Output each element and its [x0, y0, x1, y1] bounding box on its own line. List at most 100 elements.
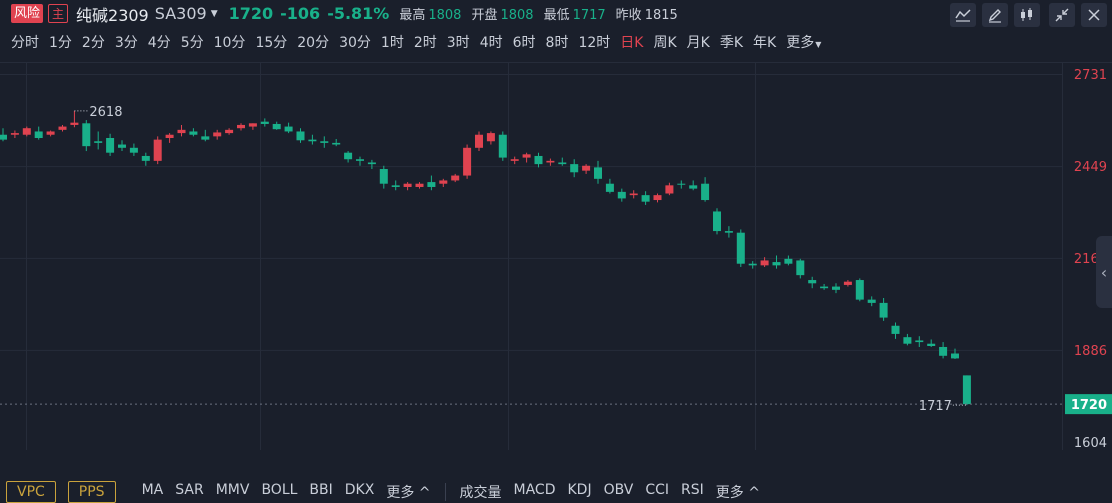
period-tab[interactable]: 4时	[479, 35, 503, 51]
candle-body	[594, 167, 602, 179]
candle-body	[724, 231, 733, 233]
candle-body	[46, 131, 55, 135]
candle-body	[118, 144, 126, 148]
period-tab[interactable]: 1分	[49, 35, 72, 51]
current-price-tag	[1065, 394, 1112, 415]
draw-pen-icon	[988, 9, 1001, 23]
period-tab[interactable]: 4分	[147, 35, 171, 51]
candle-body	[605, 183, 614, 192]
period-tab[interactable]: 季K	[719, 35, 744, 51]
period-tab[interactable]: 年K	[753, 35, 777, 51]
main-indicator-item[interactable]: 更多 ^	[386, 485, 431, 501]
candle-body	[201, 136, 210, 140]
period-tab[interactable]: 5分	[180, 35, 204, 51]
candle-body	[510, 159, 519, 161]
candle-body	[832, 286, 840, 290]
sub-indicator-item[interactable]: CCI	[645, 482, 670, 498]
indicator-pps-button[interactable]: PPS	[67, 481, 116, 503]
candle-body	[272, 123, 281, 130]
candle-body	[653, 195, 662, 201]
candle-body	[82, 123, 91, 147]
period-tab[interactable]: 6时	[512, 35, 536, 51]
main-indicator-item[interactable]: DKX	[344, 482, 375, 498]
y-tick-label: 1886	[1074, 344, 1107, 359]
candle-body	[213, 132, 222, 137]
y-tick-label: 1604	[1074, 436, 1107, 450]
period-tab[interactable]: 30分	[339, 35, 371, 51]
period-tab[interactable]: 2分	[81, 35, 105, 51]
main-indicator-item[interactable]: MA	[141, 482, 164, 498]
close-button[interactable]	[1081, 3, 1107, 27]
line-chart-button[interactable]	[950, 3, 976, 27]
stat-low-value: 1717	[572, 8, 606, 23]
sub-indicator-list: 成交量 MACD KDJ OBV CCI RSI 更多 ^	[460, 482, 772, 502]
candle-body	[451, 175, 460, 181]
candle-body	[141, 155, 150, 161]
draw-tool-button[interactable]	[982, 3, 1008, 27]
candle-body	[534, 155, 543, 165]
period-tab[interactable]: 2时	[413, 35, 437, 51]
candle-body	[701, 183, 710, 201]
candle-body	[915, 340, 924, 343]
period-tab[interactable]: 1时	[380, 35, 404, 51]
period-tab[interactable]: 日K	[620, 35, 644, 51]
divider	[444, 483, 446, 501]
sub-indicator-item[interactable]: MACD	[513, 482, 556, 498]
candle-body	[439, 180, 448, 184]
candle-body	[820, 286, 829, 289]
period-tab[interactable]: 分时	[11, 35, 39, 51]
contract-selector[interactable]: SA309 ▼	[155, 4, 218, 23]
candle-body	[855, 280, 864, 300]
price-change: -106	[280, 4, 321, 23]
main-indicator-item[interactable]: SAR	[175, 482, 204, 498]
collapse-button[interactable]	[1049, 3, 1075, 27]
sub-indicator-item[interactable]: KDJ	[567, 482, 592, 498]
candle-body	[106, 138, 115, 153]
candle-body	[475, 134, 483, 148]
candle-body	[367, 162, 376, 165]
candle-body	[129, 147, 138, 153]
period-tab[interactable]: 3分	[114, 35, 138, 51]
candle-body	[308, 139, 317, 142]
candle-body	[498, 134, 507, 158]
candle-body	[22, 128, 31, 135]
sub-indicator-item[interactable]: OBV	[603, 482, 634, 498]
indicator-vpc-button[interactable]: VPC	[6, 481, 56, 503]
candle-body	[808, 280, 817, 284]
candle-body	[641, 195, 650, 202]
period-tab[interactable]: 12时	[578, 35, 611, 51]
candle-body	[903, 337, 912, 344]
period-tab[interactable]: 周K	[653, 35, 677, 51]
sub-indicator-item[interactable]: RSI	[681, 482, 704, 498]
period-tab[interactable]: 月K	[686, 35, 710, 51]
period-tab[interactable]: 3时	[446, 35, 470, 51]
candle-body	[332, 142, 341, 145]
candle-body	[165, 134, 174, 138]
main-indicator-item[interactable]: BOLL	[261, 482, 298, 498]
high-marker-label: 2618	[89, 105, 122, 120]
period-tab[interactable]: 更多▼	[786, 35, 822, 51]
sub-indicator-item[interactable]: 成交量	[459, 485, 502, 501]
period-tab[interactable]: 20分	[297, 35, 330, 51]
period-tab[interactable]: 10分	[213, 35, 246, 51]
sub-indicator-item[interactable]: 更多 ^	[715, 485, 760, 501]
candle-body	[70, 122, 79, 125]
main-indicator-item[interactable]: MMV	[215, 482, 250, 498]
candle-body	[939, 346, 948, 356]
candle-body	[546, 160, 555, 163]
stat-high-value: 1808	[428, 8, 462, 23]
candle-body	[570, 164, 579, 173]
close-icon	[1088, 9, 1100, 21]
candle-body	[867, 299, 876, 303]
kline-chart[interactable]: 273124492168188616042023-02-022023-03-06…	[0, 62, 1112, 474]
main-indicator-item[interactable]: BBI	[309, 482, 333, 498]
side-panel-toggle[interactable]: ‹	[1096, 236, 1112, 308]
period-tab[interactable]: 8时	[545, 35, 569, 51]
candle-body	[177, 129, 186, 134]
y-tick-label: 2449	[1074, 160, 1107, 175]
candlestick-button[interactable]	[1014, 3, 1040, 27]
contract-name: 纯碱2309	[76, 5, 149, 25]
candle-body	[356, 159, 364, 161]
kline-svg[interactable]: 273124492168188616042023-02-022023-03-06…	[0, 62, 1112, 474]
period-tab[interactable]: 15分	[255, 35, 288, 51]
